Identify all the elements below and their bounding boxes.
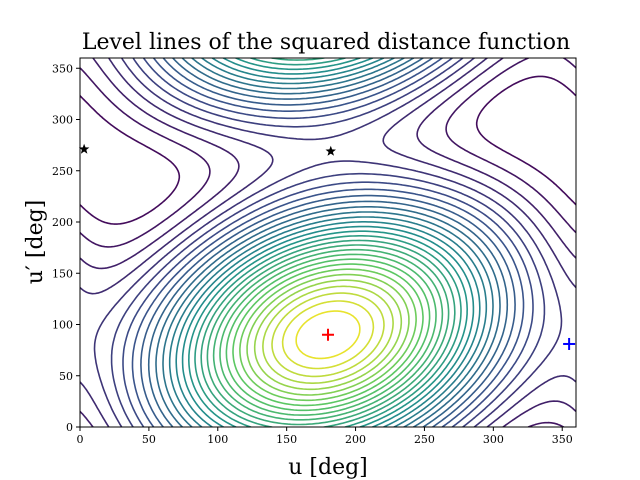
- y-tick-label: 350: [52, 62, 73, 75]
- contour-level: [93, 58, 563, 427]
- contour-level: [168, 58, 488, 427]
- contour-level: [162, 58, 494, 427]
- contour-level: [225, 258, 431, 412]
- contour-level: [262, 285, 394, 384]
- contour-level: [80, 58, 576, 427]
- x-tick-label: 150: [276, 433, 297, 446]
- contour-level: [188, 58, 468, 427]
- contour-level: [131, 58, 525, 427]
- contour-level: [80, 75, 576, 225]
- y-axis-ticks: 0 50 100 150 200 250 300 350: [52, 62, 80, 434]
- y-tick-label: 100: [52, 319, 73, 332]
- y-tick-label: 0: [66, 421, 73, 434]
- contour-level: [271, 292, 385, 378]
- chart-title: Level lines of the squared distance func…: [82, 30, 570, 55]
- contour-level: [232, 263, 424, 407]
- y-tick-label: 200: [52, 216, 73, 229]
- contour-level: [140, 58, 516, 427]
- contour-level: [110, 58, 546, 427]
- contour-lines: [80, 58, 576, 427]
- contour-level: [295, 310, 361, 360]
- contour-level: [155, 58, 501, 427]
- x-tick-label: 100: [207, 433, 228, 446]
- x-tick-label: 250: [414, 433, 435, 446]
- x-axis-label: u [deg]: [288, 455, 368, 480]
- plot-frame: [79, 57, 577, 428]
- marker-cross-point: [563, 337, 576, 350]
- contour-level: [246, 273, 410, 396]
- contour-level: [239, 268, 417, 402]
- contour-level: [122, 58, 534, 427]
- y-tick-label: 250: [52, 165, 73, 178]
- contour-level: [200, 58, 456, 427]
- x-tick-label: 350: [552, 433, 573, 446]
- y-tick-label: 150: [52, 267, 73, 280]
- contour-level: [281, 300, 375, 370]
- contour-level: [212, 248, 444, 421]
- x-axis-ticks: 0 50 100 150 200 250 300 350: [77, 427, 573, 446]
- y-tick-label: 50: [59, 370, 73, 383]
- contour-level: [219, 253, 437, 416]
- contour-level: [194, 58, 462, 427]
- contour-level: [80, 58, 576, 427]
- markers: [78, 143, 576, 350]
- contour-level: [147, 58, 509, 427]
- x-tick-label: 300: [483, 433, 504, 446]
- y-axis-label: u′ [deg]: [23, 200, 48, 285]
- contour-level: [175, 58, 481, 427]
- y-tick-label: 300: [52, 114, 73, 127]
- x-tick-label: 0: [77, 433, 84, 446]
- x-tick-label: 50: [142, 433, 156, 446]
- contour-level: [206, 244, 450, 426]
- contour-level: [181, 58, 475, 427]
- marker-minimum: [322, 328, 334, 341]
- x-tick-label: 200: [345, 433, 366, 446]
- marker-saddle-left: [78, 143, 90, 154]
- marker-saddle-center: [325, 145, 336, 156]
- contour-level: [253, 279, 403, 391]
